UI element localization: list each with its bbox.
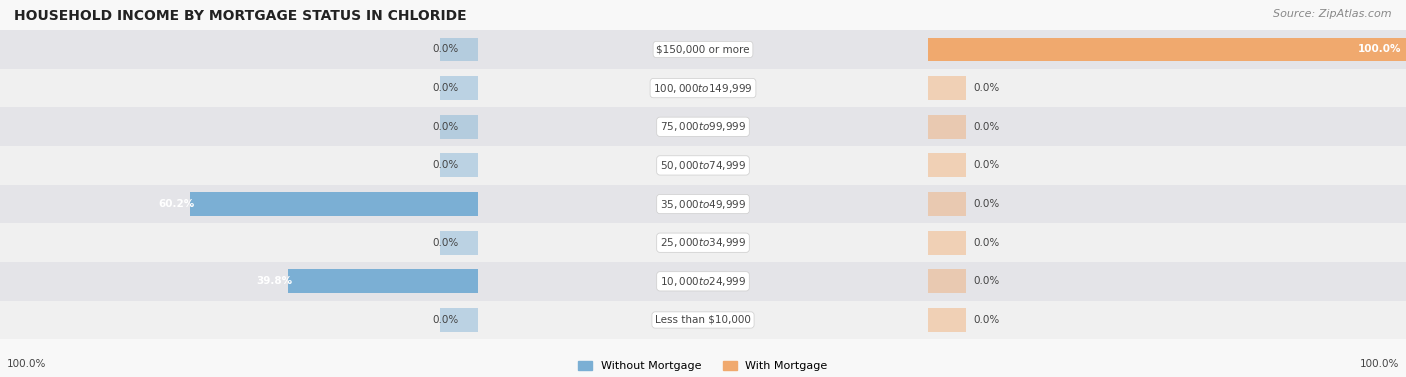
Text: $25,000 to $34,999: $25,000 to $34,999: [659, 236, 747, 249]
Bar: [478, 69, 928, 107]
Text: 0.0%: 0.0%: [973, 315, 1000, 325]
Bar: [928, 153, 966, 178]
Bar: [928, 231, 966, 255]
Text: $150,000 or more: $150,000 or more: [657, 44, 749, 55]
Text: HOUSEHOLD INCOME BY MORTGAGE STATUS IN CHLORIDE: HOUSEHOLD INCOME BY MORTGAGE STATUS IN C…: [14, 9, 467, 23]
Bar: [440, 37, 478, 61]
Bar: [928, 115, 966, 139]
Text: 0.0%: 0.0%: [973, 276, 1000, 287]
Text: Source: ZipAtlas.com: Source: ZipAtlas.com: [1274, 9, 1392, 19]
Bar: [928, 76, 966, 100]
Text: 0.0%: 0.0%: [973, 122, 1000, 132]
Bar: [928, 37, 1406, 61]
Bar: [0, 30, 478, 69]
Text: 0.0%: 0.0%: [433, 44, 458, 55]
Text: 100.0%: 100.0%: [7, 359, 46, 369]
Bar: [0, 69, 478, 107]
Text: 0.0%: 0.0%: [433, 122, 458, 132]
Bar: [928, 146, 1406, 185]
Text: 39.8%: 39.8%: [256, 276, 292, 287]
Bar: [440, 308, 478, 332]
Bar: [190, 192, 478, 216]
Text: 60.2%: 60.2%: [159, 199, 195, 209]
Text: 0.0%: 0.0%: [433, 160, 458, 170]
Legend: Without Mortgage, With Mortgage: Without Mortgage, With Mortgage: [578, 361, 828, 371]
Bar: [0, 107, 478, 146]
Bar: [928, 192, 966, 216]
Text: 100.0%: 100.0%: [1360, 359, 1399, 369]
Text: 100.0%: 100.0%: [1358, 44, 1402, 55]
Text: 0.0%: 0.0%: [973, 238, 1000, 248]
Bar: [0, 301, 478, 339]
Bar: [928, 30, 1406, 69]
Bar: [478, 223, 928, 262]
Text: $100,000 to $149,999: $100,000 to $149,999: [654, 82, 752, 95]
Bar: [928, 262, 1406, 301]
Bar: [288, 269, 478, 293]
Bar: [0, 262, 478, 301]
Bar: [478, 146, 928, 185]
Bar: [440, 231, 478, 255]
Text: 0.0%: 0.0%: [973, 160, 1000, 170]
Text: $50,000 to $74,999: $50,000 to $74,999: [659, 159, 747, 172]
Bar: [928, 269, 966, 293]
Bar: [928, 69, 1406, 107]
Bar: [440, 153, 478, 178]
Bar: [478, 185, 928, 223]
Bar: [0, 146, 478, 185]
Bar: [928, 223, 1406, 262]
Bar: [478, 262, 928, 301]
Text: 0.0%: 0.0%: [433, 83, 458, 93]
Bar: [440, 115, 478, 139]
Bar: [0, 185, 478, 223]
Bar: [928, 185, 1406, 223]
Bar: [478, 301, 928, 339]
Text: 0.0%: 0.0%: [433, 238, 458, 248]
Bar: [0, 223, 478, 262]
Text: $35,000 to $49,999: $35,000 to $49,999: [659, 198, 747, 210]
Text: 0.0%: 0.0%: [973, 199, 1000, 209]
Text: 0.0%: 0.0%: [433, 315, 458, 325]
Bar: [478, 30, 928, 69]
Bar: [440, 76, 478, 100]
Bar: [478, 107, 928, 146]
Text: $10,000 to $24,999: $10,000 to $24,999: [659, 275, 747, 288]
Bar: [928, 301, 1406, 339]
Bar: [928, 308, 966, 332]
Bar: [928, 107, 1406, 146]
Text: Less than $10,000: Less than $10,000: [655, 315, 751, 325]
Text: 0.0%: 0.0%: [973, 83, 1000, 93]
Text: $75,000 to $99,999: $75,000 to $99,999: [659, 120, 747, 133]
